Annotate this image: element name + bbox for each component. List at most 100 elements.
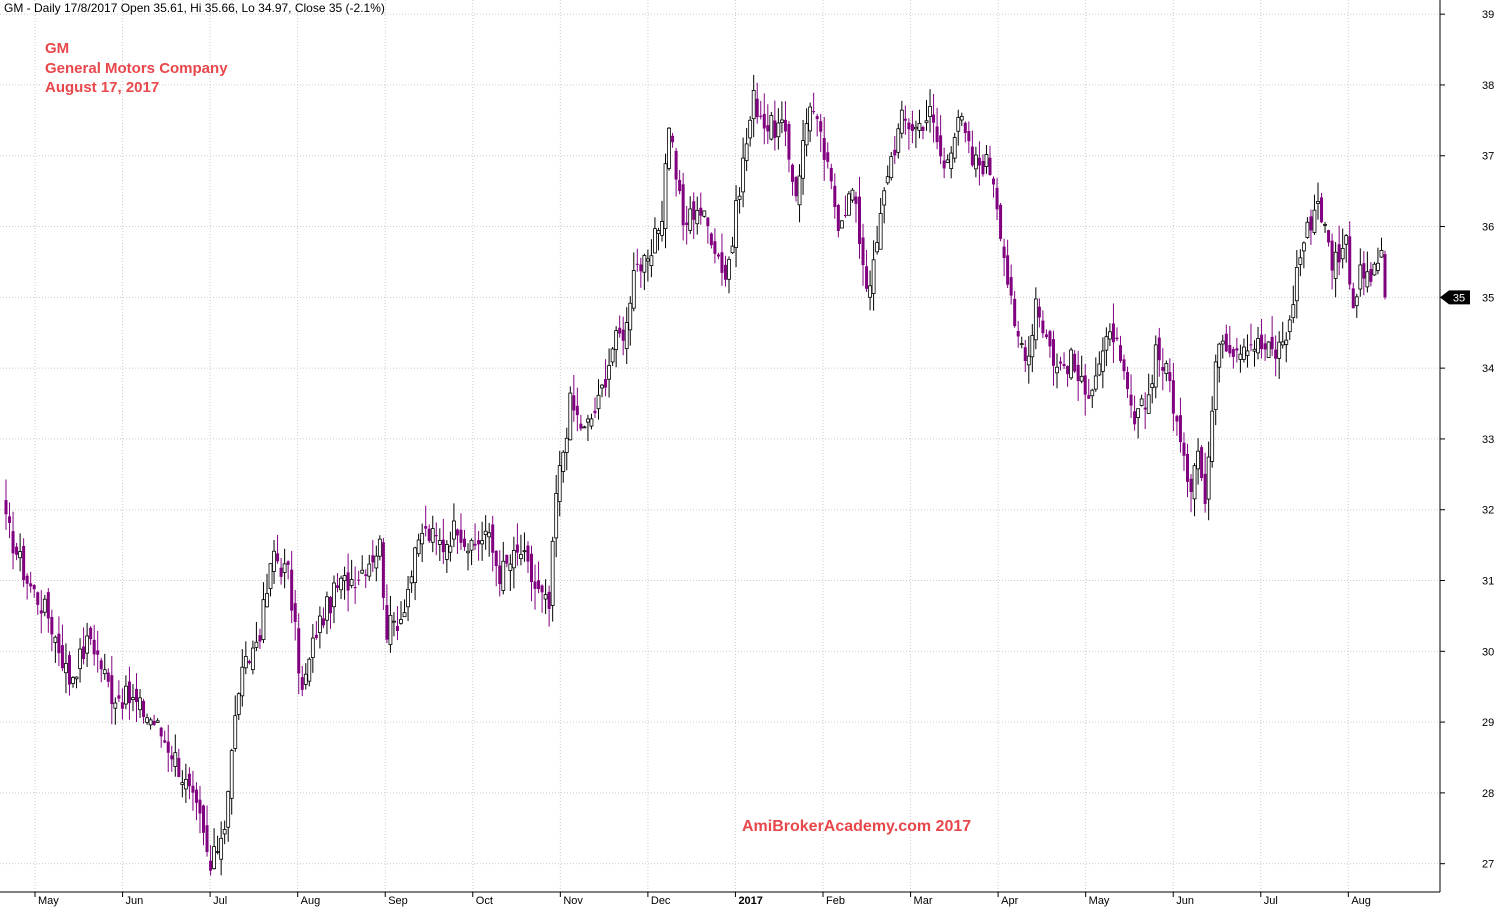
candle-body <box>145 717 149 723</box>
candle-body <box>656 230 661 234</box>
candle-body <box>18 551 23 559</box>
candle-body <box>924 120 929 124</box>
candle-body <box>568 392 573 441</box>
candle-body <box>1171 380 1175 414</box>
candle-body <box>526 545 530 562</box>
candle-body <box>1263 343 1267 350</box>
candle-body <box>618 327 622 334</box>
candle-body <box>71 677 75 684</box>
candle-body <box>1379 250 1384 258</box>
candle-body <box>667 127 671 169</box>
candle-body <box>290 569 294 611</box>
candle-body <box>1076 364 1080 382</box>
candle-body <box>50 617 54 635</box>
candle-body <box>928 106 932 117</box>
candle-body <box>917 123 922 131</box>
candle-body <box>173 752 178 767</box>
candle-body <box>36 592 40 605</box>
candle-body <box>170 755 174 760</box>
candle-body <box>297 628 301 674</box>
y-tick-label: 37 <box>1482 151 1494 163</box>
candle-body <box>1294 266 1299 302</box>
candle-body <box>604 379 608 388</box>
candle-body <box>131 697 135 701</box>
candle-body <box>692 201 696 220</box>
candle-body <box>1351 288 1355 309</box>
candle-body <box>766 125 770 132</box>
candle-body <box>537 580 541 590</box>
candle-body <box>353 587 357 589</box>
candle-body <box>653 228 657 254</box>
x-tick-label: Aug <box>301 895 321 907</box>
candle-body <box>180 782 185 785</box>
candle-body <box>138 697 142 711</box>
candle-body <box>202 805 206 833</box>
candle-body <box>695 210 700 225</box>
candle-body <box>865 266 869 289</box>
candle-body <box>1291 304 1296 319</box>
candle-body <box>751 90 756 120</box>
candle-body <box>1344 235 1349 245</box>
candle-body <box>564 437 569 453</box>
candle-body <box>642 255 647 273</box>
candle-body <box>709 233 713 246</box>
candle-body <box>932 114 936 123</box>
candle-body <box>15 546 19 555</box>
y-tick-label: 36 <box>1482 222 1494 234</box>
candle-body <box>1280 341 1285 346</box>
candle-body <box>1143 407 1147 410</box>
candle-body <box>498 565 502 585</box>
candle-body <box>1136 408 1141 418</box>
candle-body <box>949 152 954 169</box>
candle-body <box>621 329 625 341</box>
candle-body <box>607 365 611 380</box>
candle-body <box>483 530 488 535</box>
candle-body <box>113 702 118 709</box>
candle-body <box>826 152 830 162</box>
candle-body <box>1228 345 1232 354</box>
candle-body <box>325 596 329 621</box>
candle-body <box>444 544 449 560</box>
candle-body <box>868 285 872 298</box>
candle-body <box>942 160 946 169</box>
candle-body <box>60 645 64 669</box>
candle-body <box>209 860 213 871</box>
candle-body <box>1354 296 1359 307</box>
candle-body <box>600 384 604 389</box>
candle-body <box>430 528 435 543</box>
candle-body <box>46 592 50 619</box>
candle-body <box>1019 343 1024 345</box>
candle-body <box>635 263 639 265</box>
x-tick-label: Jun <box>1176 895 1194 907</box>
candle-body <box>935 126 939 143</box>
candle-body <box>649 255 654 267</box>
candle-body <box>1203 473 1207 504</box>
candle-body <box>254 641 259 648</box>
candle-body <box>293 603 297 622</box>
candle-body <box>787 123 791 160</box>
candle-body <box>1358 264 1363 290</box>
candle-body <box>102 669 107 675</box>
candle-body <box>593 410 597 414</box>
candle-body <box>303 673 308 685</box>
candle-body <box>1108 331 1112 340</box>
candle-body <box>1238 353 1243 360</box>
y-tick-label: 27 <box>1482 859 1494 871</box>
candle-body <box>1245 350 1250 356</box>
candle-body <box>1059 361 1063 364</box>
candle-body <box>1316 201 1320 204</box>
candle-body <box>748 119 753 139</box>
candle-body <box>1111 323 1115 343</box>
candle-body <box>1178 415 1182 443</box>
candle-body <box>1185 453 1189 482</box>
candle-body <box>871 259 876 294</box>
candle-body <box>554 493 559 539</box>
candle-body <box>893 149 897 156</box>
candle-body <box>713 241 717 254</box>
candle-body <box>1231 349 1235 357</box>
candle-body <box>596 394 601 410</box>
chart-header: GM - Daily 17/8/2017 Open 35.61, Hi 35.6… <box>4 1 385 15</box>
x-tick-label: 2017 <box>738 895 762 907</box>
candle-body <box>1340 248 1345 260</box>
candle-body <box>247 661 251 664</box>
